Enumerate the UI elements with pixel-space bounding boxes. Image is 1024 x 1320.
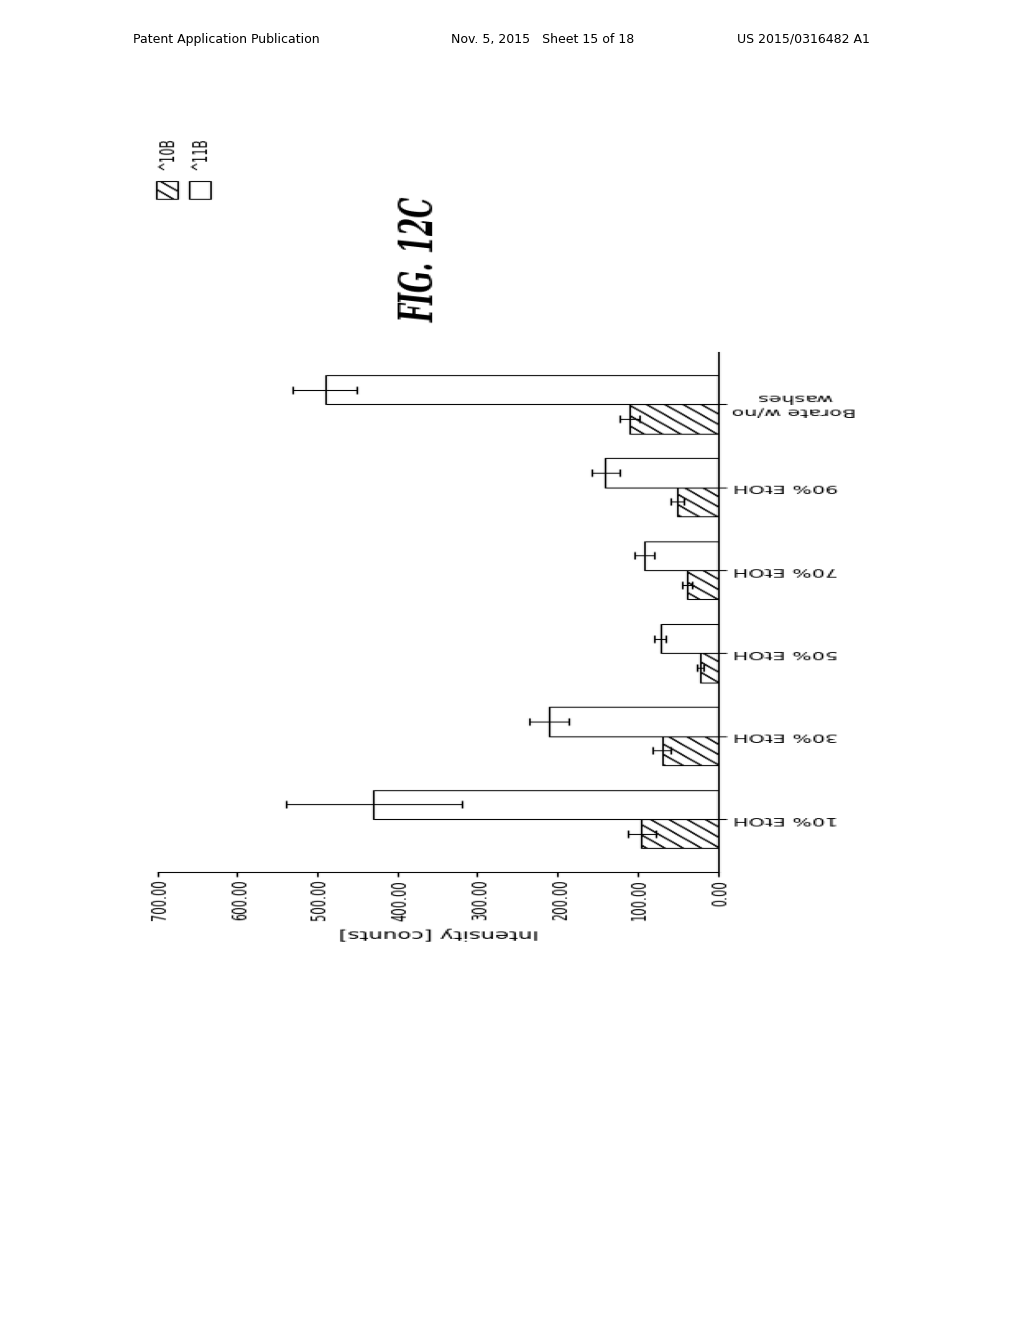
- Text: Nov. 5, 2015   Sheet 15 of 18: Nov. 5, 2015 Sheet 15 of 18: [451, 33, 634, 46]
- Text: Patent Application Publication: Patent Application Publication: [133, 33, 319, 46]
- Text: US 2015/0316482 A1: US 2015/0316482 A1: [737, 33, 870, 46]
